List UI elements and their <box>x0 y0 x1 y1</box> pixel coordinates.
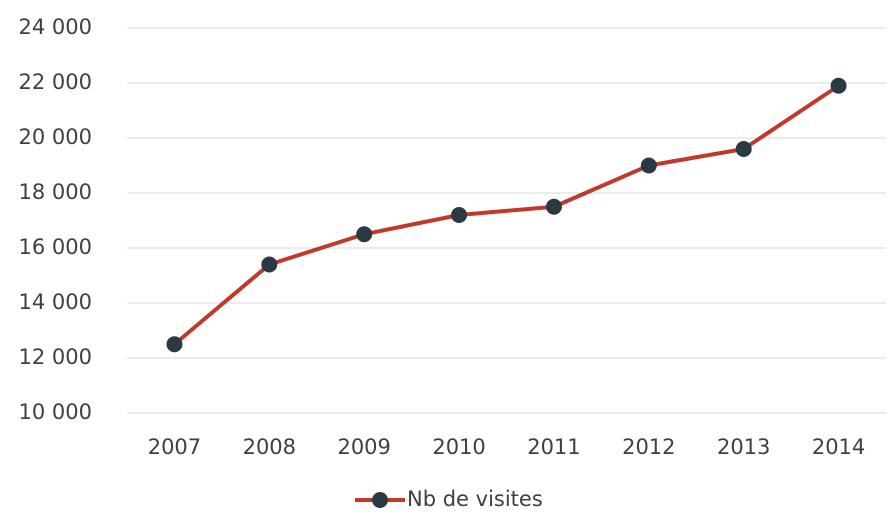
legend-label: Nb de visites <box>407 487 543 511</box>
x-tick-label: 2009 <box>337 435 390 459</box>
x-tick-label: 2013 <box>717 435 770 459</box>
x-tick-label: 2012 <box>622 435 675 459</box>
x-tick-label: 2011 <box>527 435 580 459</box>
data-point <box>451 207 468 223</box>
y-tick-label: 18 000 <box>19 180 92 204</box>
data-point <box>545 198 562 215</box>
data-point <box>830 77 847 94</box>
data-point <box>735 141 752 157</box>
data-point <box>261 256 278 273</box>
x-tick-label: 2008 <box>243 435 296 459</box>
y-tick-label: 22 000 <box>19 70 92 94</box>
y-tick-label: 10 000 <box>19 400 92 424</box>
legend-marker <box>372 492 388 508</box>
y-tick-label: 12 000 <box>19 345 92 369</box>
x-tick-label: 2010 <box>432 435 485 459</box>
data-point <box>166 336 183 353</box>
series-line <box>173 84 840 346</box>
x-tick-label: 2014 <box>812 435 865 459</box>
data-point <box>356 226 373 243</box>
data-point <box>640 157 657 174</box>
y-tick-label: 20 000 <box>19 125 92 149</box>
y-tick-label: 14 000 <box>19 290 92 314</box>
x-tick-label: 2007 <box>148 435 201 459</box>
y-tick-label: 16 000 <box>19 235 92 259</box>
y-tick-label: 24 000 <box>19 15 92 39</box>
